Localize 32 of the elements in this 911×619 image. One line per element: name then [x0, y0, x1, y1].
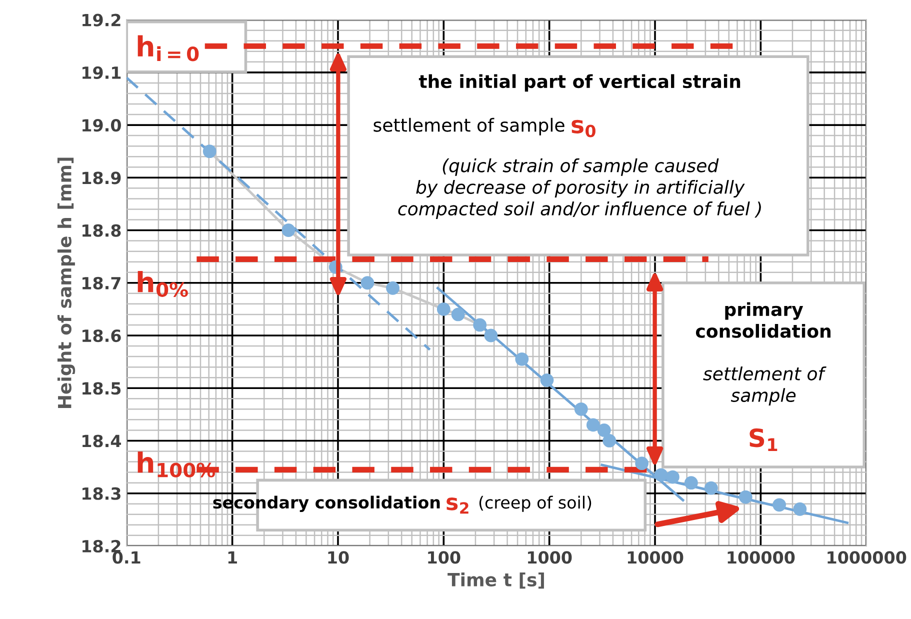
x-axis-title: Time t [s] [448, 572, 544, 589]
x-tick-label: 1000 [528, 551, 572, 564]
y-axis-title: Height of sample h [mm] [57, 158, 76, 408]
x-tick-label: 100000 [728, 551, 795, 564]
y-tick-label: 18.7 [82, 276, 120, 290]
y-tick-label: 18.5 [82, 382, 121, 395]
y-tick-label: 19.0 [82, 119, 121, 132]
x-tick-label: 1 [228, 551, 237, 564]
annotation: h$_{i=0}$ [138, 35, 199, 62]
x-tick-label: 0.1 [112, 551, 140, 564]
annotation: s$_{0}$ [572, 120, 596, 138]
annotation: settlement of sample [374, 118, 564, 136]
annotation: s$_{2}$ [446, 498, 468, 514]
y-tick-label: 19.1 [82, 66, 121, 79]
y-tick-label: 19.2 [82, 14, 120, 26]
annotation: (quick strain of sample caused by decrease of porosity in artificially compacted soil and/or influence of fuel ) [398, 158, 761, 220]
y-tick-label: 18.4 [82, 434, 122, 448]
x-tick-label: 10 [328, 551, 349, 564]
annotation: (creep of soil) [479, 496, 592, 512]
y-tick-label: 18.6 [82, 329, 121, 342]
annotation: primary consolidation [696, 302, 830, 338]
x-tick-label: 1000000 [828, 551, 906, 564]
y-tick-label: 18.8 [82, 224, 121, 237]
annotation: settlement of sample [703, 366, 826, 406]
y-tick-label: 18.9 [82, 172, 121, 184]
annotation: the initial part of vertical strain [418, 74, 740, 92]
y-tick-label: 18.2 [82, 540, 120, 553]
annotation: secondary consolidation [213, 496, 440, 512]
annotation: S$_{1}$ [750, 428, 778, 452]
x-tick-label: 10000 [628, 551, 684, 564]
x-tick-label: 100 [428, 551, 460, 564]
y-tick-label: 18.3 [82, 487, 120, 500]
